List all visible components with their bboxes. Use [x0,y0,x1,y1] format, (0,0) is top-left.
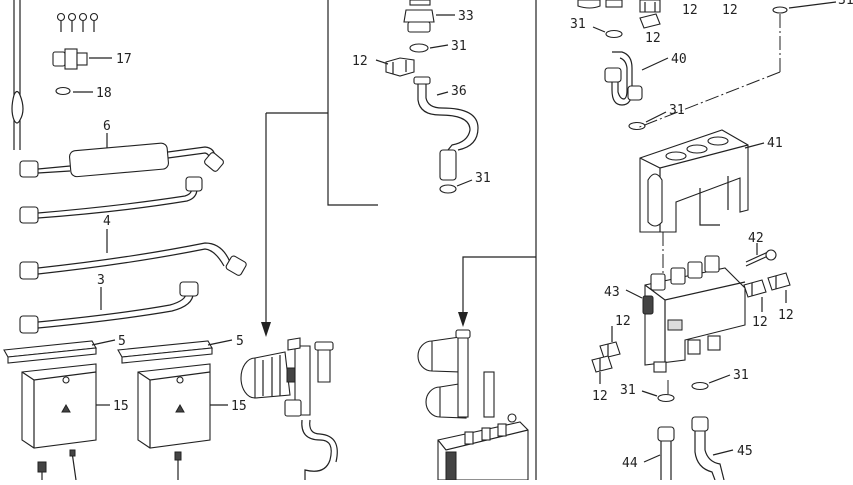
clip-12h [591,355,613,373]
callout-17: 17 [116,52,132,67]
arrow-down-right [458,312,468,327]
pipe-45 [691,416,725,481]
clip-12d [639,13,661,29]
seal-ring [55,86,71,96]
screws-set [56,12,99,32]
callout-4: 4 [103,214,111,229]
callout-31f: 31 [733,368,749,383]
sensor-cables [37,449,182,481]
callout-12f: 12 [778,308,794,323]
clip-12a [385,57,415,77]
callout-43: 43 [604,285,620,300]
pump-assembly-middle [417,329,529,481]
assembly-axis-lines [636,14,781,395]
callout-40: 40 [671,52,687,67]
insulation-shell-41 [639,129,749,233]
bracket-left [3,340,97,364]
callout-31b: 31 [475,171,491,186]
hose-short [19,176,203,224]
controller-box-right [137,363,211,449]
callout-45: 45 [737,444,753,459]
callout-5a: 5 [118,334,126,349]
callout-41: 41 [767,136,783,151]
hose-3 [19,281,199,334]
callout-5b: 5 [236,334,244,349]
seal-ring-31b [439,184,457,194]
drain-valve-42 [745,249,777,267]
fitting-nipple [52,48,112,70]
callout-3: 3 [97,273,105,288]
hose-6 [19,142,224,178]
seal-ring-31d [628,121,646,131]
callout-12d: 12 [645,31,661,46]
arrow-down-left [261,322,271,337]
callout-33: 33 [458,9,474,24]
pipe-44 [657,426,675,480]
callout-18: 18 [96,86,112,101]
seal-ring-31f [691,381,709,391]
callout-12g: 12 [615,314,631,329]
pipe-40 [604,51,643,106]
seal-ring-31c [605,29,623,39]
mounting-rail [11,0,24,150]
callout-6: 6 [103,119,111,134]
clip-12f [767,272,791,291]
callout-31a: 31 [451,39,467,54]
callout-31g: 31 [838,0,853,8]
callout-44: 44 [622,456,638,471]
seal-ring-31a [409,43,429,53]
callout-12h: 12 [592,389,608,404]
controller-box-left [21,363,97,449]
manifold-block-43 [642,255,746,373]
clip-12g [599,341,621,359]
callout-12c: 12 [722,3,738,18]
seal-ring-top [772,6,788,14]
callout-12e: 12 [752,315,768,330]
hose-4 [19,242,247,280]
callout-31c: 31 [570,17,586,32]
callout-12b: 12 [682,3,698,18]
seal-ring-31e [657,393,675,403]
callout-12a: 12 [352,54,368,69]
bracket-right [117,340,213,364]
pipe-36 [413,76,479,181]
top-fittings-right [577,0,661,13]
callout-31e: 31 [620,383,636,398]
callout-36: 36 [451,84,467,99]
callout-42: 42 [748,231,764,246]
clip-12e [743,279,767,298]
callout-15a: 15 [113,399,129,414]
leader-line-center [266,0,378,206]
fitting-nut-33 [403,0,435,33]
pump-assembly-left [240,337,338,480]
callout-15b: 15 [231,399,247,414]
